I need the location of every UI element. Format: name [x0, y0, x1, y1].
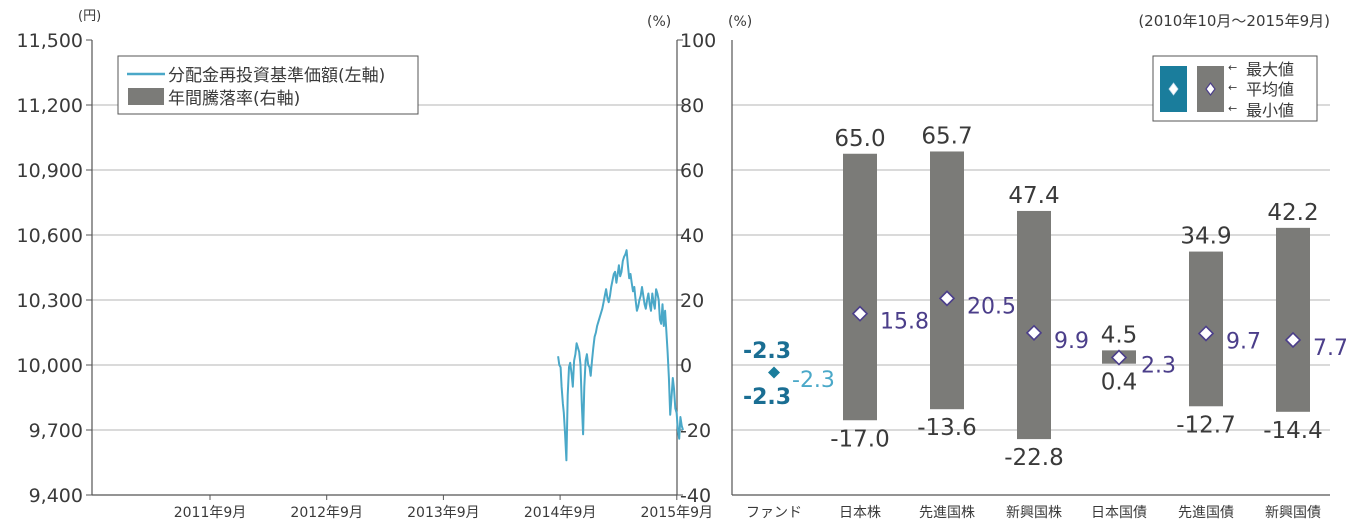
- y-left-tick-label: 10,000: [17, 355, 83, 377]
- y-left-tick-label: 10,900: [17, 160, 83, 182]
- x-tick-label: 2011年9月: [174, 505, 247, 520]
- y-right-tick-label: 0: [680, 355, 692, 377]
- legend-label: 平均値: [1246, 80, 1294, 99]
- category-label: 日本株: [839, 505, 881, 520]
- avg-marker: [1025, 324, 1043, 341]
- category-label: 先進国株: [919, 505, 975, 520]
- avg-label: 2.3: [1141, 354, 1176, 379]
- category-label: ファンド: [746, 505, 802, 520]
- x-tick-label: 2013年9月: [407, 505, 480, 520]
- legend-fund-diamond: [1168, 82, 1179, 96]
- legend-arrow: ←: [1228, 61, 1237, 74]
- x-tick-label: 2012年9月: [290, 505, 363, 520]
- min-label: -13.6: [917, 415, 977, 441]
- max-label: 65.7: [921, 123, 972, 149]
- y-right-tick-label: 60: [680, 160, 704, 182]
- line-chart-panel: 9,400 9,700 10,000 10,300 10,600 10,900 11,200…: [17, 9, 717, 520]
- legend-bar-swatch: [128, 88, 164, 105]
- fund-max-label: -2.3: [743, 339, 791, 364]
- range-bar: [1276, 227, 1310, 412]
- range-bar: [843, 153, 877, 421]
- avg-label: 15.8: [880, 310, 929, 335]
- y-left-unit: (円): [78, 9, 101, 24]
- range-legend: ← 最大値 ← 平均値 ← 最小値: [1152, 55, 1318, 122]
- avg-marker: [938, 290, 956, 307]
- avg-marker: [1197, 325, 1215, 342]
- y-unit: (%): [728, 14, 752, 30]
- y-left-tick-label: 11,200: [17, 95, 83, 117]
- avg-marker: [1284, 331, 1302, 349]
- y-right-tick-label: 100: [680, 30, 716, 52]
- x-tick-label: 2015年9月: [641, 505, 714, 520]
- y-right-unit: (%): [647, 14, 671, 30]
- avg-label: 9.7: [1226, 329, 1261, 354]
- min-label: -14.4: [1263, 418, 1323, 444]
- category-label: 先進国債: [1178, 505, 1234, 520]
- fund-avg-label: -2.3: [792, 368, 835, 393]
- legend-avg-diamond: [1205, 82, 1216, 96]
- y-left-tick-label: 9,400: [29, 485, 83, 507]
- category-label: 新興国債: [1265, 505, 1321, 520]
- y-right-tick-label: -20: [680, 420, 711, 442]
- min-label: 0.4: [1101, 370, 1138, 396]
- legend-label: 最小値: [1246, 101, 1294, 120]
- legend-arrow: ←: [1228, 102, 1237, 115]
- min-label: -17.0: [830, 426, 890, 452]
- max-label: 34.9: [1180, 224, 1231, 250]
- avg-marker: [1110, 349, 1128, 366]
- category-label: 日本国債: [1091, 505, 1147, 520]
- avg-label: 20.5: [967, 294, 1016, 319]
- y-right-tick-label: 20: [680, 290, 704, 312]
- fund-min-label: -2.3: [743, 385, 791, 410]
- legend-label: 分配金再投資基準価額(左軸): [168, 66, 385, 86]
- y-left-tick-label: 10,600: [17, 225, 83, 247]
- y-right-tick-label: -40: [680, 485, 711, 507]
- max-label: 65.0: [834, 126, 885, 152]
- y-right-tick-label: 40: [680, 225, 704, 247]
- avg-label: 7.7: [1313, 336, 1346, 361]
- max-label: 4.5: [1101, 322, 1138, 348]
- max-label: 42.2: [1267, 200, 1318, 226]
- nav-line: [557, 249, 684, 462]
- period-label: (2010年10月～2015年9月): [1138, 12, 1330, 30]
- y-left-tick-label: 10,300: [17, 290, 83, 312]
- x-tick-label: 2014年9月: [524, 505, 597, 520]
- legend-label: 最大値: [1246, 60, 1294, 79]
- legend-arrow: ←: [1228, 81, 1237, 94]
- legend-label: 年間騰落率(右軸): [168, 89, 300, 109]
- y-left-tick-label: 9,700: [29, 420, 83, 442]
- y-left-tick-label: 11,500: [17, 30, 83, 52]
- category-label: 新興国株: [1006, 505, 1062, 520]
- y-right-tick-label: 80: [680, 95, 704, 117]
- min-label: -22.8: [1004, 445, 1064, 471]
- range-chart-panel: (%)ファンド 日本株 先進国株 新興国株 日本国債 先進国債 新興国債-2.3-2.3-2…: [728, 14, 1346, 520]
- legend: 分配金再投資基準価額(左軸) 年間騰落率(右軸): [117, 55, 419, 115]
- avg-marker: [851, 305, 869, 322]
- legend-box: [117, 55, 419, 115]
- avg-label: 9.9: [1054, 329, 1089, 354]
- range-bar: [930, 151, 964, 410]
- min-label: -12.7: [1176, 412, 1236, 438]
- max-label: 47.4: [1008, 183, 1059, 209]
- fund-marker: [768, 366, 780, 379]
